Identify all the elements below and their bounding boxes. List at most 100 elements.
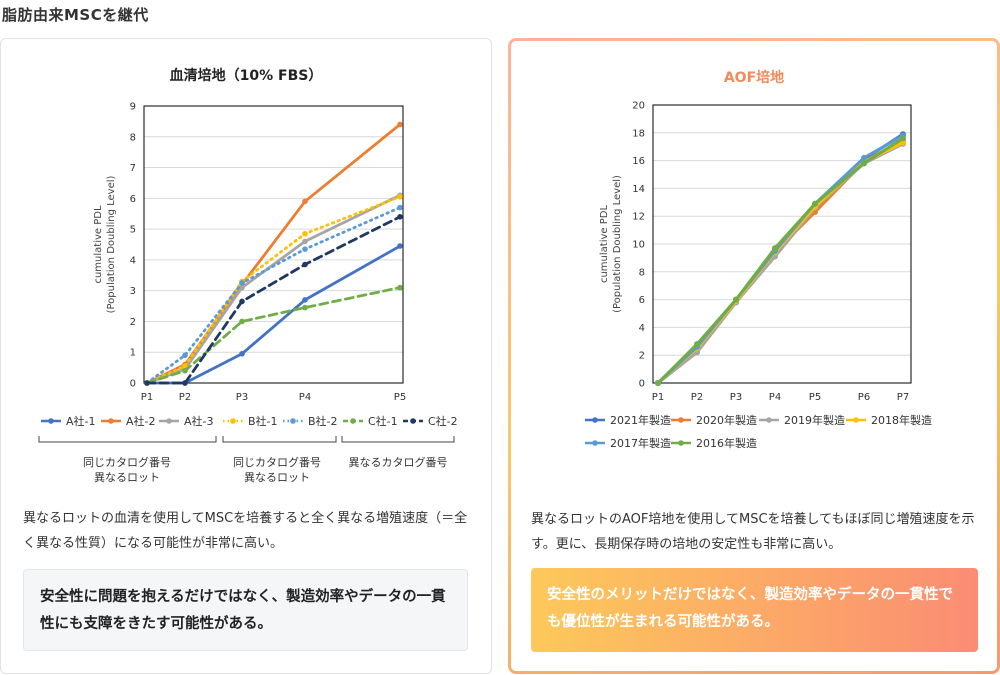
data-point (239, 350, 245, 357)
x-tick-label: P6 (858, 392, 870, 403)
legend-label: 2021年製造 (610, 413, 671, 427)
data-point (397, 243, 403, 249)
legend-marker (410, 418, 416, 424)
legend-label: A社-2 (126, 414, 156, 428)
legend-label: B社-1 (248, 414, 278, 428)
group-label-3-line1: 異なるカタログ番号 (348, 456, 448, 469)
y-tick-label: 3 (130, 286, 136, 297)
legend-marker (592, 417, 598, 423)
legend-marker (108, 418, 114, 424)
legend-marker (853, 417, 859, 423)
legend-label: 2018年製造 (871, 413, 932, 427)
aof-note: 安全性のメリットだけではなく、製造効率やデータの一貫性でも優位性が生まれる可能性… (531, 568, 978, 652)
group-label-1-line2: 異なるロット (94, 471, 160, 484)
data-point (397, 204, 403, 211)
legend-marker (290, 418, 296, 424)
y-tick-label: 6 (639, 295, 645, 306)
y-tick-label: 20 (632, 101, 645, 112)
group-label-1: 同じカタログ番号 異なるロット (37, 455, 217, 485)
serum-description: 異なるロットの血清を使用してMSCを培養すると全く異なる増殖速度（＝全く異なる性… (23, 511, 468, 551)
y-tick-label: 14 (632, 184, 645, 195)
legend-label: A社-3 (184, 414, 214, 428)
y-axis-label-line: cumulative PDL (93, 205, 104, 284)
data-point (182, 363, 188, 369)
group-label-2-line2: 異なるロット (244, 471, 310, 484)
x-tick-label: P7 (897, 392, 909, 403)
group-label-3: 異なるカタログ番号 (338, 455, 458, 470)
data-point (900, 135, 906, 142)
chart-title: 血清培地（10% FBS） (169, 68, 323, 84)
aof-pdl-chart: 0 2 4 6 8 10 12 14 16 18 20 P1 P2 P3 P4 P5 P6 P7 cumulativ… (585, 101, 932, 450)
serum-pdl-chart: 0 1 2 3 4 5 6 7 8 9 P1 P2 P3 P4 P5 cumulative PDL (Popul… (38, 102, 458, 443)
y-tick-label: 8 (639, 267, 645, 278)
data-point (397, 121, 403, 128)
y-axis-label: cumulative PDL (Population Doubling Level… (599, 175, 623, 313)
y-axis-label-line: cumulative PDL (599, 205, 610, 284)
series-line-1 (145, 123, 402, 385)
serum-medium-card: 血清培地（10% FBS） 0 1 2 3 4 5 6 7 8 9 P1 P2 P3 P4 P5 cumula… (0, 38, 492, 674)
y-tick-label: 8 (130, 132, 136, 143)
data-point (302, 261, 308, 268)
chart-title: AOF培地 (723, 70, 785, 86)
data-point (302, 198, 308, 205)
y-tick-label: 16 (632, 156, 645, 167)
x-tick-label: P4 (299, 392, 311, 403)
data-point (302, 297, 308, 303)
x-tick-label: P5 (809, 392, 821, 403)
legend-marker (350, 418, 356, 424)
legend-label: A社-1 (66, 414, 96, 428)
y-tick-label: 0 (130, 379, 136, 390)
y-tick-label: 2 (130, 317, 136, 328)
x-tick-label: P3 (730, 392, 742, 403)
plot-frame (143, 105, 404, 384)
x-tick-label: P2 (179, 392, 191, 403)
y-tick-label: 2 (639, 351, 645, 362)
group-bracket (38, 436, 217, 443)
x-tick-label: P1 (652, 392, 664, 403)
data-point (861, 154, 867, 161)
y-axis-label-line: (Population Doubling Level) (106, 175, 117, 313)
legend-marker (766, 417, 772, 423)
data-point (397, 193, 403, 200)
data-point (182, 380, 188, 386)
data-point (655, 380, 661, 386)
data-point (397, 284, 403, 291)
data-point (302, 304, 308, 311)
data-point (182, 367, 188, 374)
x-tick-label: P3 (236, 392, 248, 403)
y-tick-label: 12 (632, 212, 645, 223)
legend-label: 2020年製造 (696, 413, 757, 427)
data-point (239, 318, 245, 325)
series-line-5 (145, 286, 402, 385)
aof-description: 異なるロットのAOF培地を使用してMSCを培養してもほぼ同じ増殖速度を示す。更に… (531, 512, 975, 552)
group-label-2: 同じカタログ番号 異なるロット (219, 455, 335, 485)
legend-marker (678, 440, 684, 446)
y-tick-label: 6 (130, 194, 136, 205)
y-tick-label: 0 (639, 379, 645, 390)
legend-label: C社-2 (428, 414, 458, 428)
data-point (861, 160, 867, 167)
y-tick-label: 9 (130, 102, 136, 113)
plot-frame (652, 104, 912, 384)
page-title: 脂肪由来MSCを継代 (2, 6, 149, 24)
y-tick-label: 18 (632, 128, 645, 139)
legend-label: 2016年製造 (696, 436, 757, 450)
x-tick-label: P2 (691, 392, 703, 403)
legend-label: C社-1 (368, 414, 398, 428)
data-point (302, 246, 308, 252)
legend-marker (678, 417, 684, 423)
legend-marker (166, 418, 172, 424)
data-point (772, 245, 778, 252)
group-bracket (341, 436, 455, 443)
y-tick-label: 4 (639, 323, 645, 334)
data-point (239, 298, 245, 305)
x-tick-label: P1 (141, 392, 153, 403)
data-point (733, 296, 739, 303)
y-axis-label: cumulative PDL (Population Doubling Level… (93, 175, 117, 313)
serum-note: 安全性に問題を抱えるだけではなく、製造効率やデータの一貫性にも支障をきたす可能性… (23, 569, 468, 651)
y-tick-label: 5 (130, 225, 136, 236)
y-tick-label: 10 (632, 240, 645, 251)
x-tick-label: P5 (394, 392, 406, 403)
legend-marker (230, 418, 236, 424)
data-point (302, 230, 308, 237)
